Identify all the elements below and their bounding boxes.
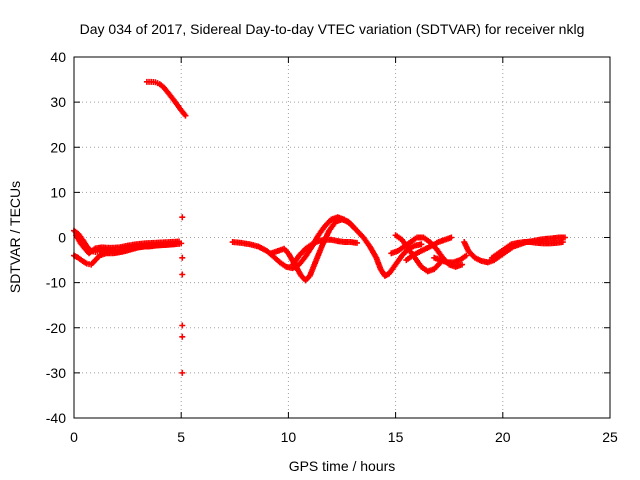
data-point [448, 234, 455, 241]
data-point [179, 254, 186, 261]
data-point [351, 225, 358, 232]
data-point [463, 252, 470, 259]
y-tick-label: -40 [46, 410, 66, 426]
data-point [354, 239, 361, 246]
x-tick-label: 0 [70, 429, 78, 445]
data-point [179, 333, 186, 340]
y-tick-label: 20 [50, 139, 66, 155]
data-point [418, 241, 425, 248]
x-tick-label: 25 [602, 429, 618, 445]
data-point [179, 214, 186, 221]
data-point [179, 322, 186, 329]
y-tick-label: 0 [58, 230, 66, 246]
data-point [179, 271, 186, 278]
data-point [559, 239, 566, 246]
data-point [179, 369, 186, 376]
plot-frame [73, 56, 611, 419]
grid [74, 57, 610, 418]
y-axis-label: SDTVAR / TECUs [7, 181, 23, 293]
x-axis-label: GPS time / hours [289, 458, 396, 474]
x-tick-label: 15 [388, 429, 404, 445]
y-tick-label: -20 [46, 320, 66, 336]
y-tick-label: -30 [46, 365, 66, 381]
y-tick-label: 40 [50, 49, 66, 65]
x-tick-label: 5 [177, 429, 185, 445]
data-points [71, 78, 568, 376]
data-point [459, 261, 466, 268]
data-point [182, 112, 189, 119]
chart-title: Day 034 of 2017, Sidereal Day-to-day VTE… [80, 21, 585, 37]
data-point [176, 238, 183, 245]
y-tick-label: 10 [50, 184, 66, 200]
x-tick-label: 20 [495, 429, 511, 445]
x-tick-label: 10 [281, 429, 297, 445]
y-tick-label: -10 [46, 275, 66, 291]
y-tick-label: 30 [50, 94, 66, 110]
data-point [561, 234, 568, 241]
